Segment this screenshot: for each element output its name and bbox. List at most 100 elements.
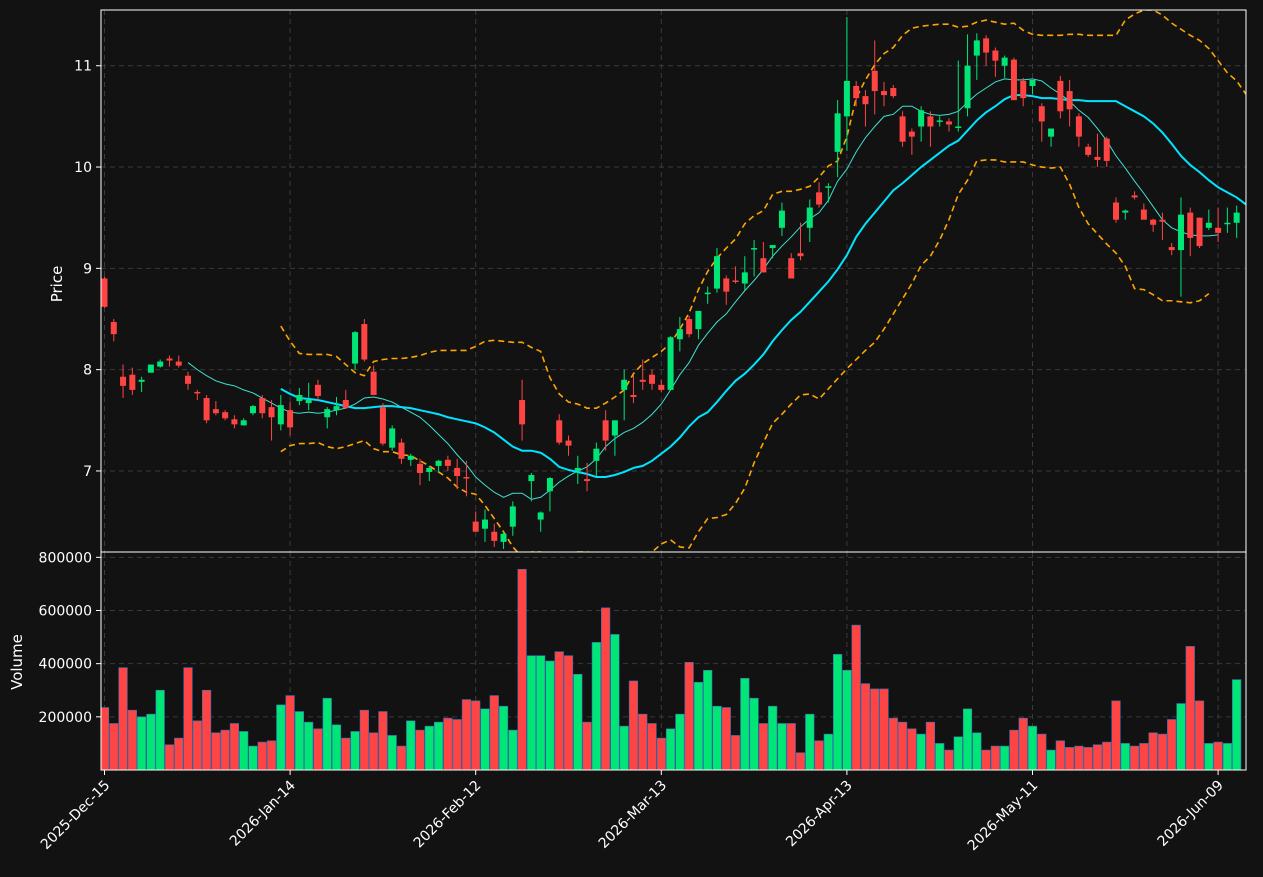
volume-bar: [118, 667, 128, 770]
candle-body: [426, 467, 433, 472]
volume-bar: [870, 688, 880, 770]
volume-axes-frame: [100, 551, 1247, 771]
volume-bar: [925, 721, 936, 770]
candle-body: [630, 394, 637, 397]
candle-up: [1122, 209, 1129, 220]
candle-body: [361, 324, 368, 360]
candle-down: [203, 394, 210, 424]
volume-ytick-label: 600000: [39, 603, 92, 619]
x-tick-label: 2026-May-11: [965, 778, 1042, 855]
candle-body: [843, 80, 850, 117]
candle-up: [249, 405, 256, 416]
volume-ytick-label: 200000: [39, 710, 92, 726]
volume-bar: [1055, 740, 1065, 770]
candle-body: [444, 459, 451, 466]
volume-bar: [164, 744, 175, 770]
candle-body: [704, 292, 711, 295]
volume-bar: [814, 740, 824, 770]
candle-down: [268, 400, 275, 441]
candle-body: [806, 207, 813, 228]
candle-down: [314, 379, 321, 401]
candle-up: [546, 477, 553, 512]
candle-body: [1233, 212, 1240, 223]
candle-body: [686, 318, 693, 335]
candle-down: [398, 438, 405, 464]
volume-bar: [109, 723, 119, 770]
candle-down: [1010, 57, 1017, 101]
volume-bar: [721, 707, 731, 770]
volume-bar: [1222, 743, 1232, 770]
candle-up: [918, 106, 925, 142]
volume-bar: [990, 745, 1000, 770]
candle-body: [574, 467, 581, 471]
candle-body: [491, 531, 498, 541]
volume-bar: [322, 697, 332, 770]
candle-up: [1048, 128, 1055, 147]
volume-bar: [137, 716, 147, 770]
candle-body: [584, 479, 591, 482]
candle-down: [881, 81, 888, 107]
candle-body: [816, 192, 823, 205]
volume-bar: [517, 568, 527, 770]
candle-down: [519, 379, 526, 441]
candle-body: [1140, 209, 1147, 220]
volume-bar: [1167, 719, 1177, 770]
volume-bar: [907, 728, 917, 770]
candle-down: [361, 318, 368, 362]
candle-down: [1094, 133, 1101, 168]
candle-body: [157, 361, 164, 367]
candle-down: [1038, 103, 1045, 142]
candle-up: [500, 531, 507, 549]
price-plot-area: [101, 10, 1246, 552]
volume-bar: [935, 743, 945, 770]
candle-up: [806, 199, 813, 242]
candle-body: [1103, 138, 1110, 161]
volume-bar: [777, 723, 787, 770]
candle-body: [370, 371, 377, 395]
candle-body: [435, 460, 442, 466]
volume-bar: [972, 732, 982, 770]
candle-body: [1001, 57, 1008, 66]
volume-bar: [981, 749, 991, 770]
candle-body: [352, 332, 359, 364]
candle-up: [138, 376, 145, 392]
volume-bar: [220, 729, 230, 770]
candle-down: [945, 118, 952, 132]
candle-up: [1233, 205, 1240, 238]
volume-bar: [359, 709, 369, 770]
candle-body: [296, 394, 303, 402]
candle-up: [324, 407, 331, 429]
candle-down: [185, 371, 192, 390]
candle-body: [1159, 219, 1166, 222]
candle-body: [546, 478, 553, 492]
volume-bar: [508, 729, 518, 770]
candle-body: [936, 120, 943, 122]
volume-bar: [480, 708, 490, 770]
volume-bar: [201, 689, 212, 770]
candle-down: [1150, 218, 1157, 232]
candle-up: [936, 116, 943, 127]
candle-body: [1196, 217, 1203, 247]
candle-down: [129, 367, 136, 395]
volume-bar: [1129, 745, 1140, 770]
volume-bar: [1213, 741, 1223, 770]
candle-body: [231, 419, 238, 425]
candle-body: [992, 50, 999, 61]
volume-bar: [1148, 732, 1158, 770]
candle-down: [732, 266, 739, 284]
volume-bar: [860, 683, 871, 770]
candle-up: [834, 100, 841, 178]
price-axis-label: Price: [48, 266, 66, 303]
volume-bar: [1102, 741, 1112, 770]
volume-bar: [962, 708, 973, 770]
volume-bar: [712, 705, 722, 770]
candle-body: [324, 409, 331, 418]
candle-down: [556, 414, 563, 445]
candle-body: [379, 407, 386, 444]
candle-down: [287, 402, 294, 436]
candle-body: [899, 116, 906, 142]
candle-up: [843, 17, 850, 151]
volume-bar: [1157, 733, 1168, 770]
